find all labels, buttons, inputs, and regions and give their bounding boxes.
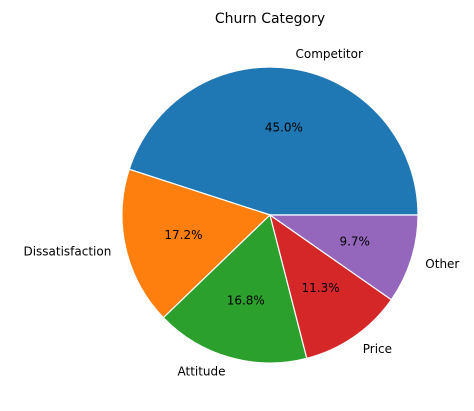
pie-slice-competitor bbox=[128, 66, 419, 216]
percent-label-dissatisfaction: 17.2% bbox=[164, 228, 202, 242]
category-label-attitude: Attitude bbox=[177, 365, 225, 379]
category-label-dissatisfaction: Dissatisfaction bbox=[23, 245, 111, 259]
category-label-price: Price bbox=[363, 342, 392, 356]
pie-slice-attitude bbox=[162, 213, 308, 364]
pie-wedges bbox=[121, 66, 419, 364]
pie-slice-price bbox=[269, 213, 393, 360]
category-label-competitor: Competitor bbox=[295, 47, 362, 61]
percent-label-price: 11.3% bbox=[302, 281, 340, 295]
category-label-other: Other bbox=[425, 257, 459, 271]
percent-labels: 45.0% 17.2% 16.8% 11.3% 9.7% bbox=[164, 120, 370, 307]
percent-label-competitor: 45.0% bbox=[265, 120, 303, 134]
pie-slice-other bbox=[268, 214, 419, 301]
pie-slice-dissatisfaction bbox=[121, 168, 272, 319]
percent-label-attitude: 16.8% bbox=[227, 293, 265, 307]
category-labels: Competitor Dissatisfaction Attitude Price Ot… bbox=[23, 47, 459, 378]
percent-label-other: 9.7% bbox=[339, 235, 370, 249]
chart-title: Churn Category bbox=[215, 11, 325, 27]
